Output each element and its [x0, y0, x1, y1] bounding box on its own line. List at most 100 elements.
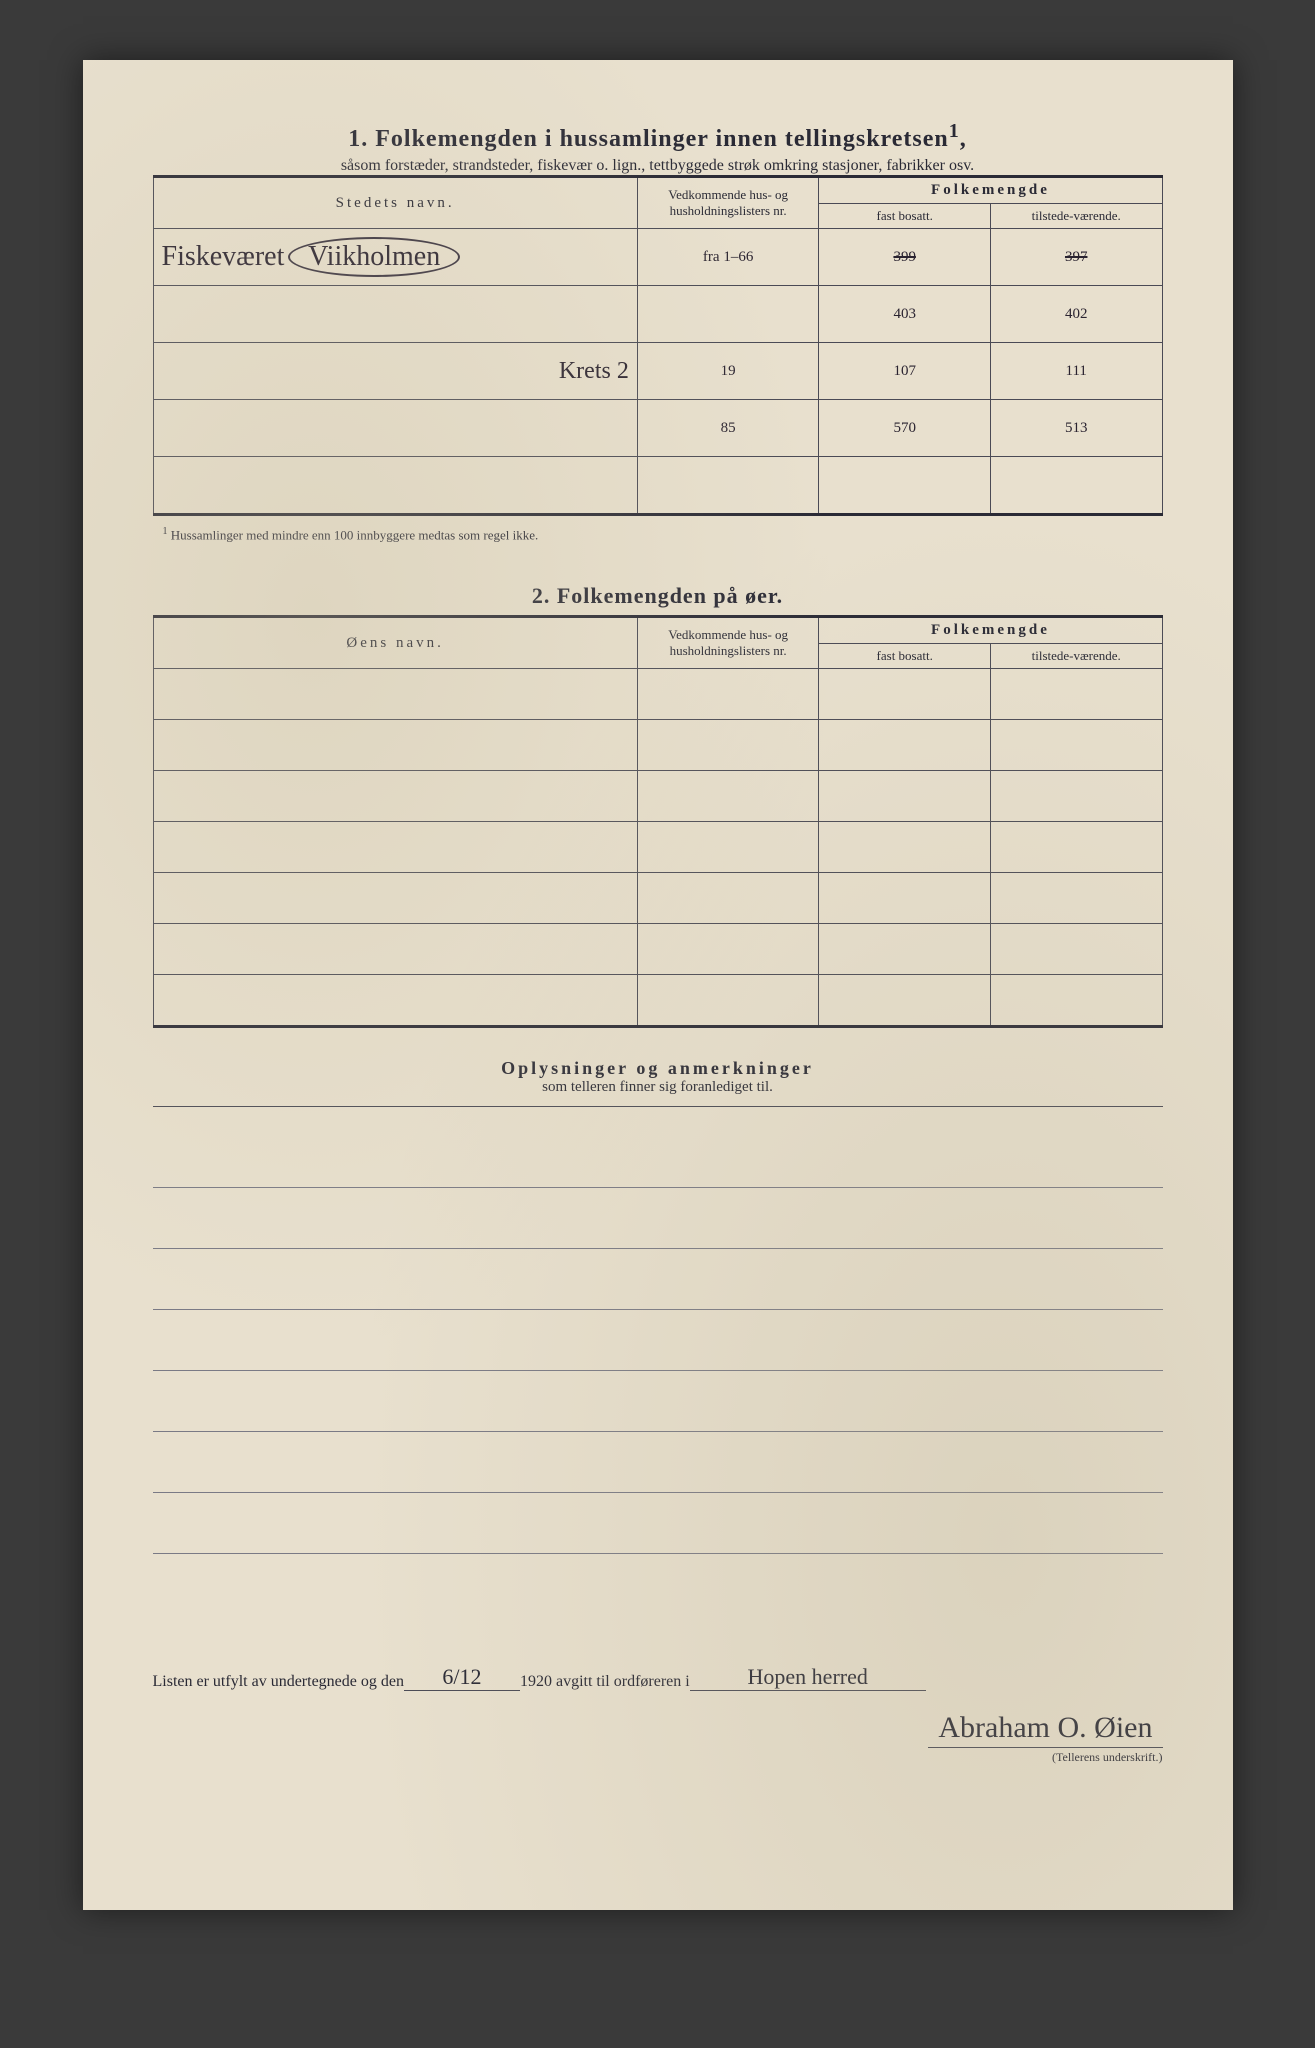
- section1-number: 1.: [348, 126, 368, 152]
- table-row: [153, 720, 1162, 771]
- section2-number: 2.: [532, 583, 551, 608]
- sig-year: 1920: [520, 1673, 552, 1691]
- section1-header-nr: Vedkommende hus- og husholdningslisters …: [637, 177, 819, 229]
- empty-cell: [153, 975, 637, 1027]
- table-row: [153, 873, 1162, 924]
- footnote-text: Hussamlinger med mindre enn 100 innbygge…: [171, 527, 539, 542]
- section2-header-pop: Folkemengde: [819, 617, 1162, 644]
- cell-nr: 19: [637, 343, 819, 400]
- empty-cell: [819, 975, 991, 1027]
- cell-name: [153, 457, 637, 515]
- cell-nr: 85: [637, 400, 819, 457]
- cell-nr: [637, 286, 819, 343]
- empty-cell: [990, 822, 1162, 873]
- empty-cell: [153, 924, 637, 975]
- table-row: Fiskeværet Viikholmen fra 1–66 399 397: [153, 229, 1162, 286]
- table-row: Krets 2 19 107 111: [153, 343, 1162, 400]
- ruled-line: [153, 1249, 1163, 1310]
- empty-cell: [637, 720, 819, 771]
- section1-header-fast: fast bosatt.: [819, 204, 991, 229]
- empty-cell: [819, 771, 991, 822]
- name-circled: Viikholmen: [288, 237, 460, 277]
- empty-cell: [990, 669, 1162, 720]
- empty-cell: [637, 771, 819, 822]
- section1-title: 1. Folkemengden i hussamlinger innen tel…: [153, 120, 1163, 153]
- ruled-line: [153, 1371, 1163, 1432]
- empty-cell: [819, 669, 991, 720]
- section1-subtitle: såsom forstæder, strandsteder, fiskevær …: [153, 157, 1163, 175]
- cell-name: [153, 286, 637, 343]
- signature-caption: (Tellerens underskrift.): [153, 1750, 1163, 1765]
- section2-header-nr: Vedkommende hus- og husholdningslisters …: [637, 617, 819, 669]
- empty-cell: [637, 924, 819, 975]
- remarks-lines: [153, 1127, 1163, 1554]
- signature-line: Listen er utfylt av undertegnede og den …: [153, 1664, 1163, 1691]
- section1-title-text: Folkemengden i hussamlinger innen tellin…: [375, 126, 949, 152]
- cell-tilstede: 402: [990, 286, 1162, 343]
- empty-cell: [153, 873, 637, 924]
- section2-header-tilstede: tilstede-værende.: [990, 644, 1162, 669]
- empty-cell: [990, 771, 1162, 822]
- section2-header-fast: fast bosatt.: [819, 644, 991, 669]
- empty-cell: [153, 771, 637, 822]
- empty-cell: [637, 975, 819, 1027]
- signature-block: Abraham O. Øien (Tellerens underskrift.): [153, 1711, 1163, 1765]
- cell-nr: [637, 457, 819, 515]
- table-row: [153, 771, 1162, 822]
- empty-cell: [153, 822, 637, 873]
- cell-tilstede: 513: [990, 400, 1162, 457]
- empty-cell: [819, 822, 991, 873]
- section1-header-tilstede: tilstede-værende.: [990, 204, 1162, 229]
- empty-cell: [990, 975, 1162, 1027]
- ruled-line: [153, 1188, 1163, 1249]
- empty-cell: [819, 924, 991, 975]
- census-form-page: 1. Folkemengden i hussamlinger innen tel…: [83, 60, 1233, 1910]
- remarks-divider: [153, 1106, 1163, 1107]
- section2-tbody: [153, 669, 1162, 1027]
- table-row: [153, 457, 1162, 515]
- signature-name: Abraham O. Øien: [928, 1711, 1162, 1748]
- ruled-line: [153, 1493, 1163, 1554]
- table-row: [153, 975, 1162, 1027]
- cell-tilstede: 111: [990, 343, 1162, 400]
- section2-table: Øens navn. Vedkommende hus- og husholdni…: [153, 615, 1163, 1028]
- table-row: [153, 669, 1162, 720]
- section1-table: Stedets navn. Vedkommende hus- og hushol…: [153, 175, 1163, 516]
- table-row: [153, 924, 1162, 975]
- remarks-title: Oplysninger og anmerkninger: [153, 1058, 1163, 1079]
- cell-fast: 570: [819, 400, 991, 457]
- section1-header-pop: Folkemengde: [819, 177, 1162, 204]
- ruled-line: [153, 1127, 1163, 1188]
- cell-tilstede: [990, 457, 1162, 515]
- ruled-line: [153, 1432, 1163, 1493]
- cell-fast: [819, 457, 991, 515]
- cell-fast: 107: [819, 343, 991, 400]
- section2-title: 2. Folkemengden på øer.: [153, 583, 1163, 609]
- sig-place: Hopen herred: [690, 1664, 926, 1691]
- empty-cell: [637, 669, 819, 720]
- cell-name: Krets 2: [153, 343, 637, 400]
- table-row: 403 402: [153, 286, 1162, 343]
- sig-date: 6/12: [404, 1664, 520, 1691]
- name-text: Krets 2: [559, 358, 629, 384]
- cell-fast: 403: [819, 286, 991, 343]
- section1-footnote: 1 Hussamlinger med mindre enn 100 innbyg…: [163, 526, 1163, 543]
- section2-title-text: Folkemengden på øer.: [557, 583, 783, 608]
- section1-title-sup: 1: [949, 120, 960, 142]
- cell-tilstede: 397: [990, 229, 1162, 286]
- sig-mid: avgitt til ordføreren i: [556, 1673, 690, 1691]
- section1-header-name: Stedets navn.: [153, 177, 637, 229]
- sig-prefix: Listen er utfylt av undertegnede og den: [153, 1673, 404, 1691]
- empty-cell: [819, 873, 991, 924]
- empty-cell: [637, 873, 819, 924]
- ruled-line: [153, 1310, 1163, 1371]
- table-row: 85 570 513: [153, 400, 1162, 457]
- empty-cell: [990, 924, 1162, 975]
- footnote-sup: 1: [163, 526, 168, 537]
- empty-cell: [153, 720, 637, 771]
- empty-cell: [990, 720, 1162, 771]
- empty-cell: [990, 873, 1162, 924]
- empty-cell: [153, 669, 637, 720]
- table-row: [153, 822, 1162, 873]
- cell-name: [153, 400, 637, 457]
